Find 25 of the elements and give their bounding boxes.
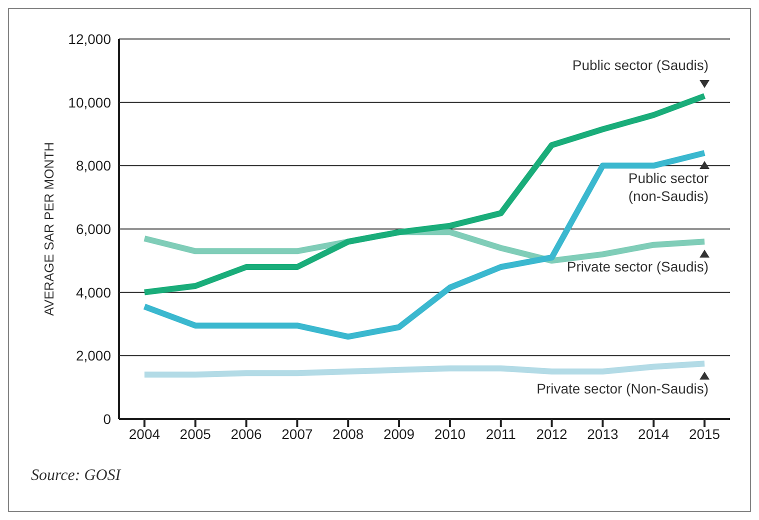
y-axis-title: AVERAGE SAR PER MONTH — [42, 142, 57, 316]
source-note: Source: GOSI — [31, 467, 121, 485]
annotation: Public sector (non-Saudis) — [628, 170, 709, 204]
x-tick-label: 2004 — [128, 426, 160, 442]
y-tick-label: 0 — [103, 410, 112, 427]
x-tick-label: 2011 — [486, 426, 516, 442]
x-tick-label: 2014 — [638, 426, 670, 442]
y-tick-label: 12,000 — [68, 30, 112, 47]
annotation: Private sector (Saudis) — [566, 258, 709, 275]
x-tick-label: 2006 — [230, 426, 262, 442]
x-tick-label: 2012 — [536, 426, 568, 442]
x-tick-label: 2010 — [434, 426, 466, 442]
annotation: Private sector (Non-Saudis) — [536, 380, 709, 397]
x-tick-label: 2013 — [587, 426, 618, 442]
x-tick-label: 2015 — [688, 426, 720, 442]
y-tick-label: 2,000 — [76, 348, 112, 364]
x-tick-label: 2005 — [180, 426, 212, 442]
x-tick-label: 2009 — [383, 426, 415, 442]
y-tick-label: 4,000 — [76, 284, 112, 300]
x-tick-label: 2007 — [282, 426, 313, 442]
y-tick-label: 8,000 — [76, 158, 112, 174]
y-tick-label: 10,000 — [68, 94, 112, 110]
annotation: Public sector (Saudis) — [572, 57, 709, 73]
y-tick-label: 6,000 — [76, 220, 112, 237]
x-tick-label: 2008 — [332, 426, 364, 442]
